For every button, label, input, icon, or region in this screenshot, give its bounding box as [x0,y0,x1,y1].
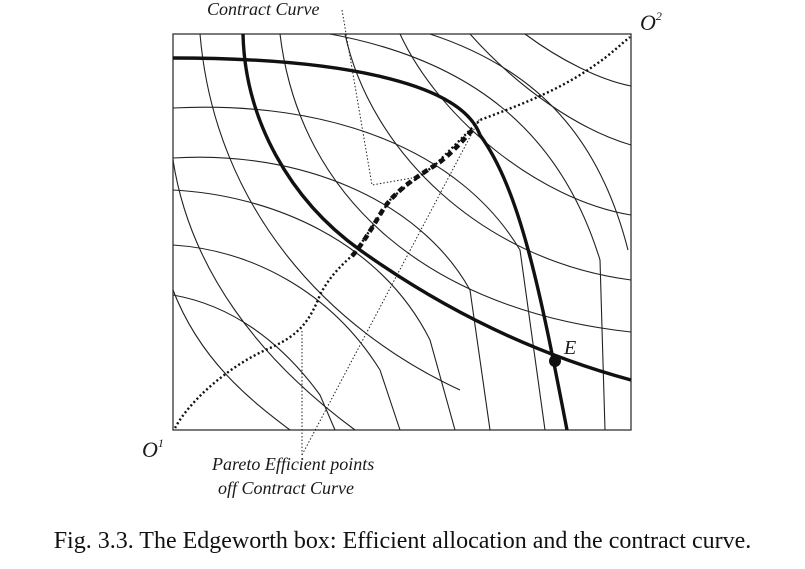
ic2-curve-4 [344,33,632,281]
thick-curve-consumer-2 [172,56,569,431]
contract-curve-label-top: Contract Curve [207,0,320,19]
origin-o1-label: O1 [142,436,164,462]
ic2-curve-6 [199,33,461,391]
thick-curve-consumer-1 [241,33,632,382]
ic2-curve-1 [524,33,632,87]
contract-curve-dashed-segment [350,124,478,258]
origin-o2-label: O2 [640,9,662,35]
point-e-label: E [563,337,576,359]
leader-pareto-2 [301,117,481,456]
indifference-curves-consumer-1 [172,33,629,431]
point-e-marker [549,355,561,367]
contract-curve-dotted [173,36,631,429]
origin-o1-letter: O [142,437,158,462]
indifference-curves-through-e [172,33,632,431]
ic1-curve-2 [172,244,401,431]
pareto-label-line-2: off Contract Curve [218,478,354,498]
leader-lines [301,9,481,456]
ic1-curve-6 [329,33,606,431]
ic1-curve-4 [172,156,491,431]
ic1-curve-3 [172,189,456,431]
edgeworth-box-frame [172,33,632,431]
indifference-curves-consumer-2 [172,33,632,431]
ic2-curve-8 [172,289,291,431]
figure-caption: Fig. 3.3. The Edgeworth box: Efficient a… [53,528,752,554]
contract-curve [173,36,631,429]
ic1-curve-7 [429,33,629,251]
pareto-label-line-1: Pareto Efficient points [211,454,374,474]
ic2-curve-2 [469,33,632,146]
ic1-curve-1 [172,294,336,431]
ic2-curve-5 [279,33,632,333]
ic2-curve-7 [172,159,356,431]
origin-o1-superscript: 1 [158,436,164,450]
origin-o2-superscript: 2 [656,9,662,23]
ic2-curve-3 [399,33,632,216]
origin-o2-letter: O [640,10,656,35]
ic1-curve-5 [172,106,546,431]
